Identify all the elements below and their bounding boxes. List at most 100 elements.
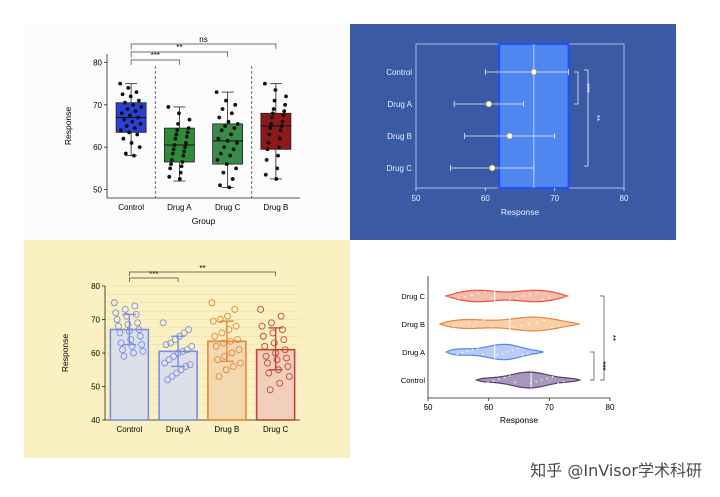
data-point [221,352,229,360]
data-point [281,113,286,118]
data-point [214,356,222,364]
y-tick-label: 60 [91,349,100,358]
data-point [285,372,293,380]
data-point [262,352,270,360]
data-point [185,326,193,334]
sig-bracket-control-drugc [584,69,589,167]
data-point [546,377,549,380]
y-tick-label: 80 [91,282,100,291]
data-point [235,346,243,354]
data-point [229,111,234,116]
data-point [280,119,285,124]
data-point [225,326,233,334]
data-point [506,351,509,353]
data-point [118,81,123,86]
sig-bracket-druga-control-label: *** [598,361,607,370]
data-point [167,174,172,179]
mean-point [530,68,538,76]
data-point [168,166,173,171]
data-point [184,134,189,139]
data-point [477,292,480,295]
data-point [138,341,146,349]
data-point [139,105,144,109]
data-point [128,94,133,99]
data-point [265,147,270,152]
sig-bracket-drugc-control [600,295,605,381]
y-tick-label: Drug C [387,164,413,173]
data-point [270,339,278,347]
data-point [466,350,469,353]
x-tick-label: 60 [484,403,493,412]
sig-bracket-drugc-control-label: ** [608,335,617,341]
data-point [451,347,454,349]
data-point [456,353,459,356]
data-point [515,296,518,299]
data-point [460,323,463,326]
data-point [481,353,484,356]
x-tick-label: 70 [550,194,559,203]
sig-bracket-control-drugb-label: ns [199,35,207,44]
y-tick-label: Control [386,68,412,77]
data-point [186,126,191,131]
data-point [229,362,237,370]
data-point [516,347,519,350]
x-axis-label: Response [501,207,540,217]
data-point [124,321,132,328]
data-point [461,351,464,354]
data-point [131,302,139,310]
data-point [232,322,240,330]
data-point [270,115,274,120]
x-tick-label: 50 [412,194,421,203]
data-point [167,339,175,347]
mean-point [489,164,496,172]
y-tick-label: 50 [93,186,102,195]
data-point [128,342,136,350]
data-point [164,376,172,384]
data-point [471,348,474,351]
data-point [498,378,500,381]
data-point [177,111,181,116]
bar-chart: 40 50 60 70 80 Response Control Drug A Drug B Dru… [60,264,300,434]
data-point [283,102,288,107]
data-point [234,336,242,344]
data-point [230,177,235,181]
sig-bracket-druga-control [590,351,595,381]
data-point [208,299,216,307]
data-point [217,115,222,120]
x-tick-label: 80 [606,403,615,412]
data-point [222,145,227,150]
data-point [272,98,277,103]
data-point [218,329,226,337]
data-point [470,294,473,297]
data-point [457,297,460,300]
data-point [445,319,448,321]
data-point [175,128,180,133]
data-point [136,115,140,120]
data-point [224,312,232,320]
data-point [134,90,139,95]
x-axis-label: Group [192,216,216,226]
data-point [551,375,554,378]
data-point [528,293,531,296]
data-point [277,136,282,141]
data-point [127,336,135,344]
sig-bracket-control-drugc-label: ** [592,115,601,121]
data-point [215,372,223,380]
data-point [180,160,185,164]
x-tick-label: Control [118,203,144,212]
data-point [226,119,231,124]
box [260,112,292,150]
data-point [271,107,276,111]
data-point [136,332,144,340]
data-point [183,346,191,354]
data-point [529,382,532,385]
data-point [183,145,187,150]
y-tick-label: Drug B [402,320,425,329]
box-plot-chart: 50 60 70 80 Response Group Control Drug A Drug C… [63,35,300,226]
y-tick-label: Drug A [402,348,425,357]
data-point [232,126,237,131]
data-point [501,352,504,355]
data-point [278,128,283,133]
data-point [261,342,269,350]
sig-bracket-control-drugc [130,51,228,57]
